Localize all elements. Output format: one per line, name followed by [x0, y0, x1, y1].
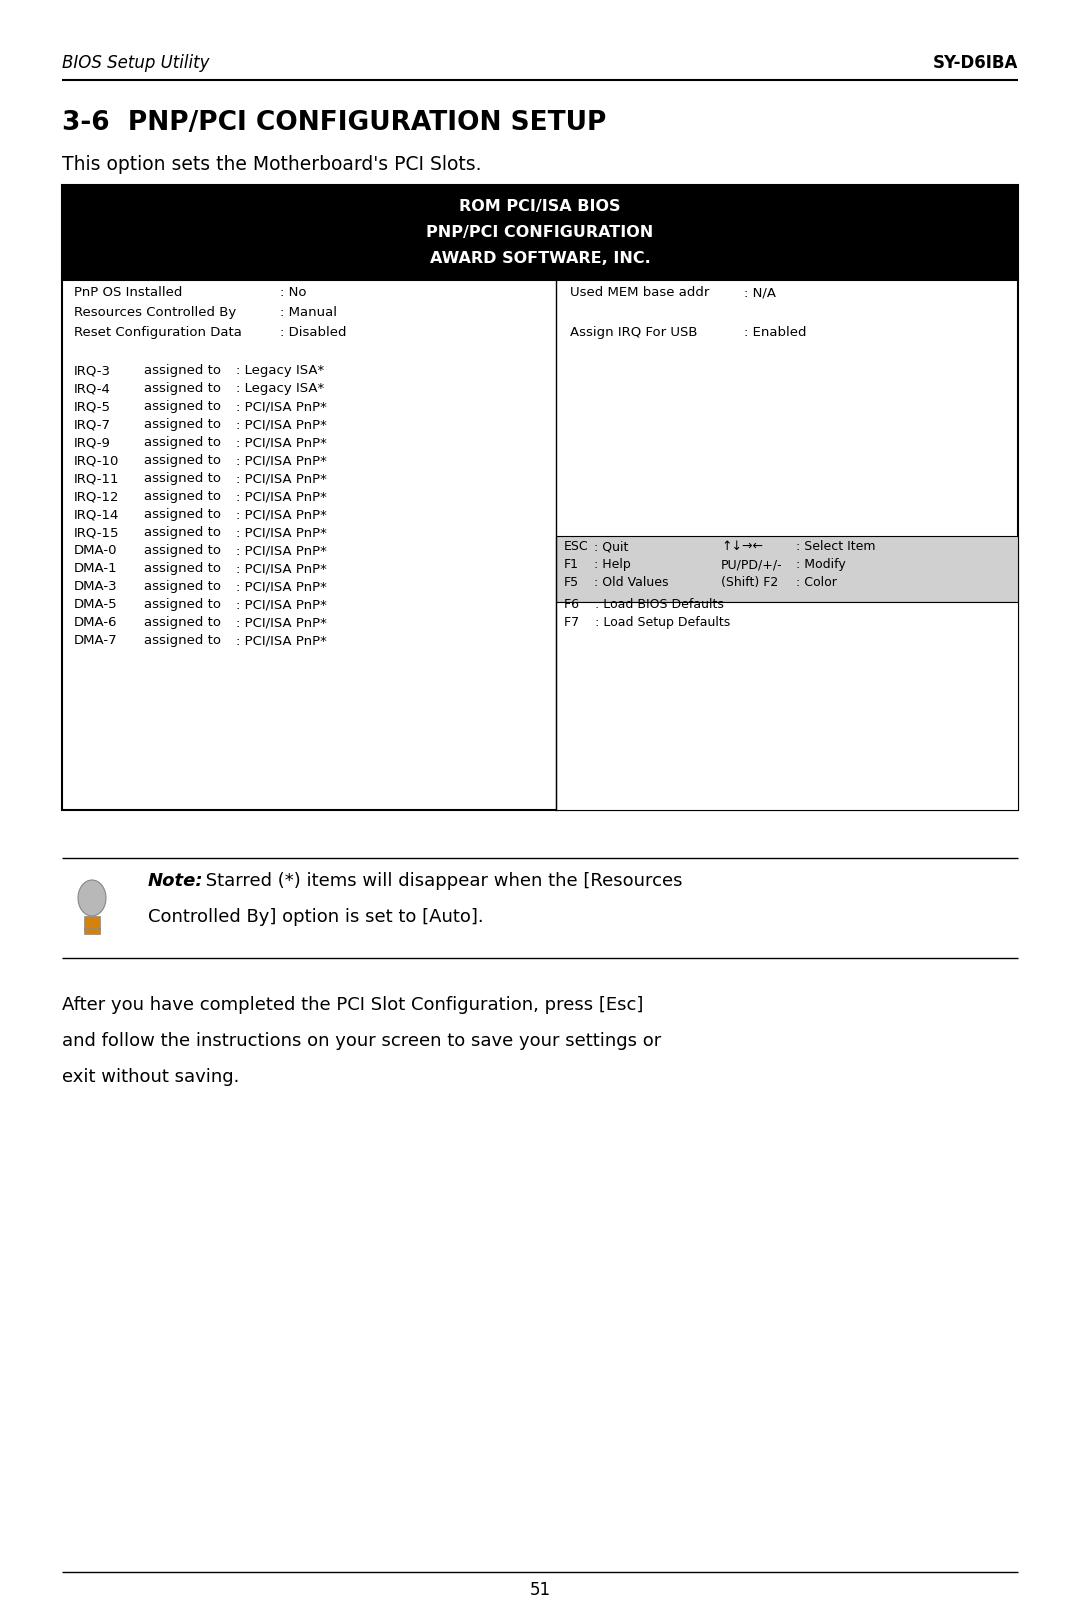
Text: : Old Values: : Old Values	[594, 576, 669, 589]
Text: Resources Controlled By: Resources Controlled By	[75, 306, 237, 319]
Text: : PCI/ISA PnP*: : PCI/ISA PnP*	[237, 435, 327, 450]
Text: : Manual: : Manual	[280, 306, 337, 319]
Text: assigned to: assigned to	[144, 400, 221, 413]
Text: AWARD SOFTWARE, INC.: AWARD SOFTWARE, INC.	[430, 251, 650, 265]
Text: assigned to: assigned to	[144, 526, 221, 539]
Text: : PCI/ISA PnP*: : PCI/ISA PnP*	[237, 616, 327, 629]
Text: Reset Configuration Data: Reset Configuration Data	[75, 325, 242, 340]
Text: F5: F5	[564, 576, 579, 589]
Text: Controlled By] option is set to [Auto].: Controlled By] option is set to [Auto].	[148, 908, 484, 925]
Text: DMA-7: DMA-7	[75, 634, 118, 647]
Bar	[62, 280, 1018, 811]
Text: and follow the instructions on your screen to save your settings or: and follow the instructions on your scre…	[62, 1032, 661, 1050]
Text: IRQ-10: IRQ-10	[75, 455, 120, 468]
Text: Assign IRQ For USB: Assign IRQ For USB	[570, 325, 698, 340]
Text: IRQ-9: IRQ-9	[75, 435, 111, 450]
Text: : Modify: : Modify	[796, 558, 846, 571]
Text: : Enabled: : Enabled	[744, 325, 807, 340]
Text: : N/A: : N/A	[744, 286, 777, 299]
Text: : PCI/ISA PnP*: : PCI/ISA PnP*	[237, 417, 327, 430]
Text: assigned to: assigned to	[144, 599, 221, 612]
Text: assigned to: assigned to	[144, 579, 221, 594]
Text: BIOS Setup Utility: BIOS Setup Utility	[62, 53, 210, 71]
Text: exit without saving.: exit without saving.	[62, 1068, 240, 1086]
Text: : Help: : Help	[594, 558, 631, 571]
Text: IRQ-15: IRQ-15	[75, 526, 120, 539]
Text: assigned to: assigned to	[144, 472, 221, 485]
Text: ESC: ESC	[564, 540, 589, 553]
Text: : Legacy ISA*: : Legacy ISA*	[237, 382, 324, 395]
Text: assigned to: assigned to	[144, 382, 221, 395]
Text: F7    : Load Setup Defaults: F7 : Load Setup Defaults	[564, 616, 730, 629]
Text: : PCI/ISA PnP*: : PCI/ISA PnP*	[237, 490, 327, 503]
Text: : PCI/ISA PnP*: : PCI/ISA PnP*	[237, 455, 327, 468]
Text: assigned to: assigned to	[144, 417, 221, 430]
Text: : PCI/ISA PnP*: : PCI/ISA PnP*	[237, 579, 327, 594]
Text: assigned to: assigned to	[144, 508, 221, 521]
Text: IRQ-11: IRQ-11	[75, 472, 120, 485]
Text: Starred (*) items will disappear when the [Resources: Starred (*) items will disappear when th…	[200, 872, 683, 890]
Text: SY-D6IBA: SY-D6IBA	[933, 53, 1018, 71]
Bar	[556, 602, 1018, 811]
Text: Used MEM base addr: Used MEM base addr	[570, 286, 710, 299]
Text: IRQ-5: IRQ-5	[75, 400, 111, 413]
Bar	[84, 929, 100, 934]
Text: : PCI/ISA PnP*: : PCI/ISA PnP*	[237, 634, 327, 647]
Text: assigned to: assigned to	[144, 544, 221, 557]
Text: assigned to: assigned to	[144, 616, 221, 629]
Text: assigned to: assigned to	[144, 490, 221, 503]
Text: : Color: : Color	[796, 576, 837, 589]
Text: DMA-3: DMA-3	[75, 579, 118, 594]
Text: : Select Item: : Select Item	[796, 540, 876, 553]
Bar	[62, 184, 1018, 280]
Text: After you have completed the PCI Slot Configuration, press [Esc]: After you have completed the PCI Slot Co…	[62, 997, 644, 1014]
Text: ↑↓→←: ↑↓→←	[721, 540, 762, 553]
Text: DMA-5: DMA-5	[75, 599, 118, 612]
Text: : PCI/ISA PnP*: : PCI/ISA PnP*	[237, 561, 327, 574]
Text: (Shift) F2: (Shift) F2	[721, 576, 779, 589]
Text: 51: 51	[529, 1581, 551, 1599]
Text: assigned to: assigned to	[144, 634, 221, 647]
Text: : PCI/ISA PnP*: : PCI/ISA PnP*	[237, 508, 327, 521]
Text: PNP/PCI CONFIGURATION: PNP/PCI CONFIGURATION	[427, 225, 653, 239]
Text: : Disabled: : Disabled	[280, 325, 347, 340]
Text: DMA-1: DMA-1	[75, 561, 118, 574]
Text: : PCI/ISA PnP*: : PCI/ISA PnP*	[237, 544, 327, 557]
Text: IRQ-3: IRQ-3	[75, 364, 111, 377]
Text: : PCI/ISA PnP*: : PCI/ISA PnP*	[237, 400, 327, 413]
Text: : Quit: : Quit	[594, 540, 629, 553]
Text: PnP OS Installed: PnP OS Installed	[75, 286, 183, 299]
Text: IRQ-14: IRQ-14	[75, 508, 120, 521]
Text: assigned to: assigned to	[144, 455, 221, 468]
Text: : PCI/ISA PnP*: : PCI/ISA PnP*	[237, 526, 327, 539]
Text: DMA-0: DMA-0	[75, 544, 118, 557]
Text: IRQ-7: IRQ-7	[75, 417, 111, 430]
Text: : No: : No	[280, 286, 307, 299]
Text: IRQ-12: IRQ-12	[75, 490, 120, 503]
Ellipse shape	[78, 880, 106, 916]
Text: F6    : Load BIOS Defaults: F6 : Load BIOS Defaults	[564, 599, 724, 612]
Text: 3-6  PNP/PCI CONFIGURATION SETUP: 3-6 PNP/PCI CONFIGURATION SETUP	[62, 110, 606, 136]
Text: assigned to: assigned to	[144, 561, 221, 574]
Text: PU/PD/+/-: PU/PD/+/-	[721, 558, 783, 571]
Text: Note:: Note:	[148, 872, 204, 890]
Text: assigned to: assigned to	[144, 435, 221, 450]
Text: : Legacy ISA*: : Legacy ISA*	[237, 364, 324, 377]
Text: F1: F1	[564, 558, 579, 571]
Text: : PCI/ISA PnP*: : PCI/ISA PnP*	[237, 472, 327, 485]
Text: : PCI/ISA PnP*: : PCI/ISA PnP*	[237, 599, 327, 612]
Text: ROM PCI/ISA BIOS: ROM PCI/ISA BIOS	[459, 199, 621, 214]
Text: This option sets the Motherboard's PCI Slots.: This option sets the Motherboard's PCI S…	[62, 155, 482, 175]
Text: DMA-6: DMA-6	[75, 616, 118, 629]
Text: assigned to: assigned to	[144, 364, 221, 377]
Bar	[556, 536, 1018, 602]
Bar	[84, 916, 100, 930]
Text: IRQ-4: IRQ-4	[75, 382, 111, 395]
